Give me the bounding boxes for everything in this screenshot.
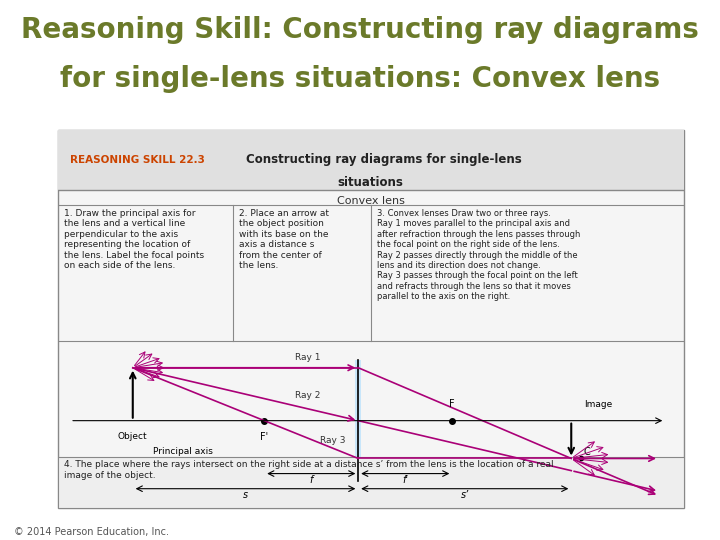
Text: © 2014 Pearson Education, Inc.: © 2014 Pearson Education, Inc. (14, 527, 169, 537)
Text: 1. Draw the principal axis for
the lens and a vertical line
perpendicular to the: 1. Draw the principal axis for the lens … (64, 209, 204, 270)
Text: 2. Place an arrow at
the object position
with its base on the
axis a distance s
: 2. Place an arrow at the object position… (239, 209, 329, 270)
Text: REASONING SKILL 22.3: REASONING SKILL 22.3 (70, 155, 205, 165)
Text: 4. The place where the rays intersect on the right side at a distance s’ from th: 4. The place where the rays intersect on… (64, 460, 554, 480)
Text: Principal axis: Principal axis (153, 447, 213, 456)
Text: situations: situations (338, 176, 404, 189)
Text: 3. Convex lenses Draw two or three rays.
Ray 1 moves parallel to the principal a: 3. Convex lenses Draw two or three rays.… (377, 209, 580, 301)
Text: Image: Image (584, 400, 612, 409)
Text: Convex lens: Convex lens (337, 197, 405, 206)
Bar (355, 360, 361, 481)
Text: Ray 2: Ray 2 (295, 391, 321, 400)
Bar (58, 456, 684, 508)
Text: Reasoning Skill: Constructing ray diagrams: Reasoning Skill: Constructing ray diagra… (21, 16, 699, 44)
Text: s’: s’ (461, 490, 469, 500)
Text: f': f' (402, 475, 408, 485)
Text: F: F (449, 399, 455, 409)
Text: F': F' (260, 432, 269, 442)
Text: Ray 3: Ray 3 (320, 436, 346, 446)
Text: Ray 1: Ray 1 (295, 353, 321, 362)
Text: Object: Object (118, 432, 148, 441)
Text: C: C (584, 447, 590, 456)
Text: f: f (310, 475, 313, 485)
Text: Constructing ray diagrams for single-lens: Constructing ray diagrams for single-len… (246, 153, 521, 166)
Text: s: s (243, 490, 248, 500)
Text: for single-lens situations: Convex lens: for single-lens situations: Convex lens (60, 65, 660, 93)
Bar (58, 130, 684, 190)
